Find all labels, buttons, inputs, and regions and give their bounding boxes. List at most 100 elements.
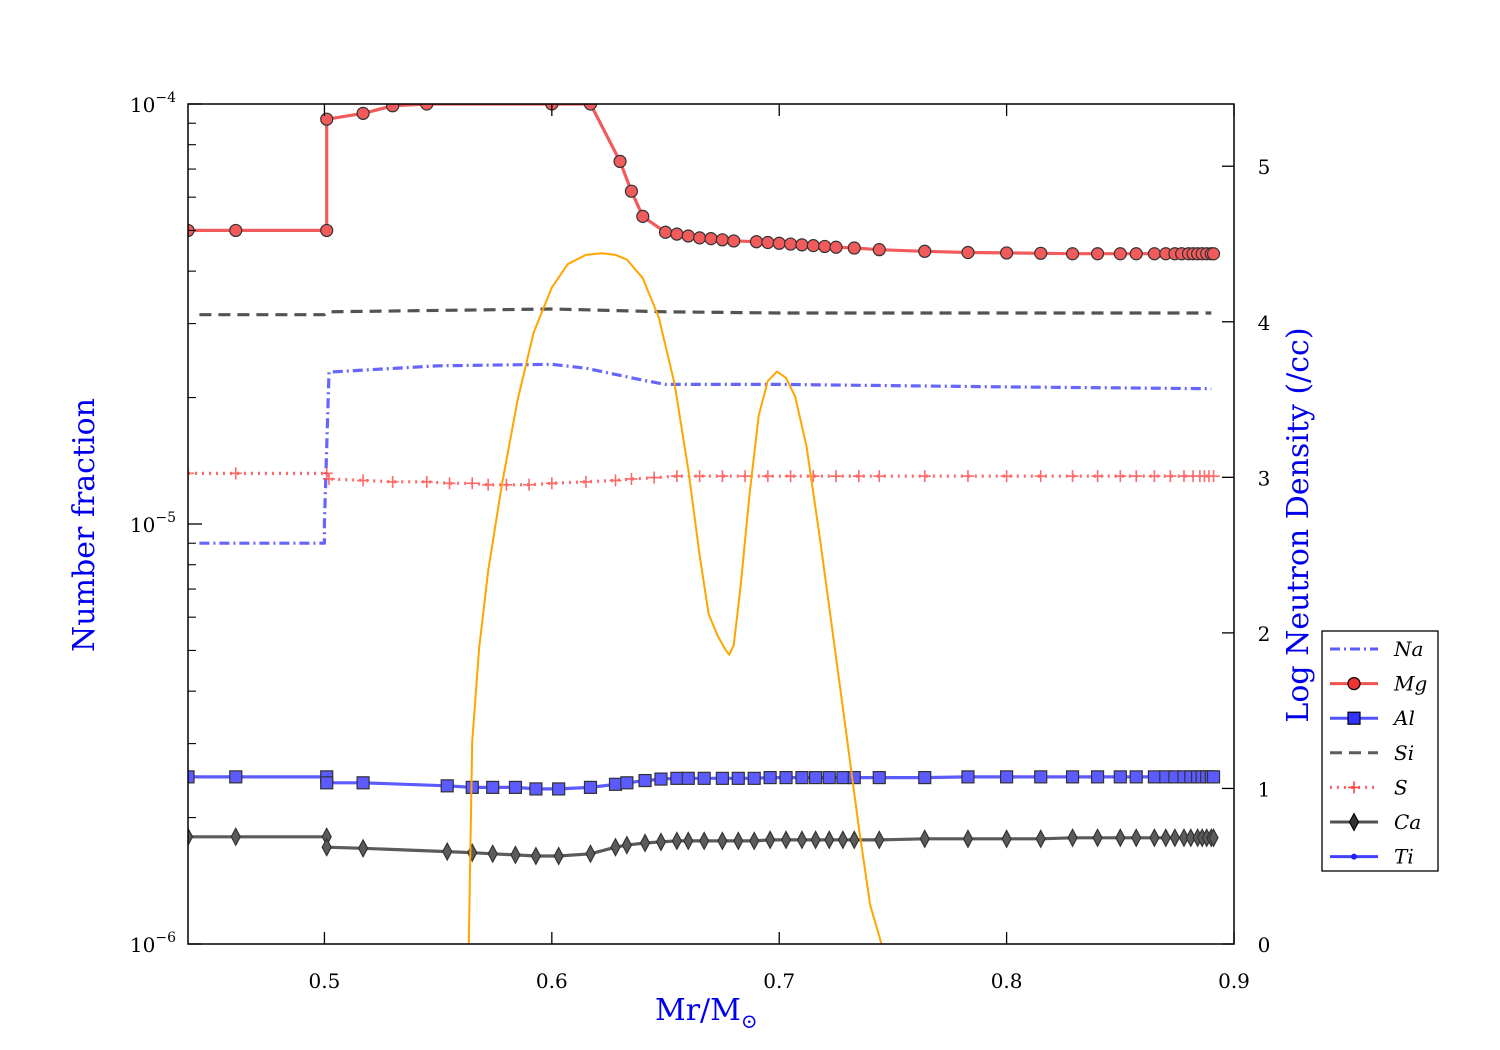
marker-square [697, 771, 711, 785]
marker-square [608, 777, 623, 791]
marker-diamond [733, 831, 744, 851]
tick-exponent: −4 [155, 90, 176, 106]
marker-diamond [1178, 828, 1190, 848]
marker-square [1147, 770, 1162, 784]
y-left-tick-label: 10−6 [130, 930, 176, 957]
marker-diamond [874, 830, 885, 850]
marker-circle [681, 229, 695, 243]
marker-plus [229, 467, 242, 480]
legend-entry-na: Na [1330, 637, 1423, 661]
marker-circle [847, 241, 861, 255]
marker-circle [772, 236, 786, 250]
marker-square [356, 776, 370, 790]
marker-circle [624, 184, 639, 198]
series-line [188, 471, 1214, 487]
marker-plus [693, 470, 706, 483]
marker-plus [670, 470, 683, 483]
marker-square [836, 770, 850, 785]
marker-circle [229, 223, 243, 238]
y-axis-left-title: Number fraction [67, 398, 102, 652]
legend-entry-si: Si [1330, 741, 1414, 765]
marker-square [747, 771, 761, 785]
legend-label: Na [1393, 637, 1423, 661]
marker-circle [386, 104, 400, 113]
marker-square [918, 770, 932, 785]
marker-diamond [487, 844, 498, 864]
marker-diamond [764, 830, 776, 850]
marker-plus [784, 470, 797, 483]
series-line [467, 252, 883, 944]
marker-square [229, 770, 243, 784]
marker-diamond [810, 830, 821, 850]
marker-circle [1129, 247, 1143, 261]
marker-square [681, 771, 695, 785]
y-left-tick-label: 10−4 [130, 90, 176, 117]
tick-base: 10 [130, 933, 155, 957]
marker-circle [420, 104, 434, 111]
marker-square [320, 776, 334, 790]
series-na [199, 362, 1212, 545]
marker-plus [961, 470, 974, 483]
marker-circle [658, 225, 673, 239]
marker-circle [356, 106, 370, 120]
marker-square [795, 770, 809, 785]
marker-square [1090, 770, 1105, 784]
marker-plus [386, 475, 399, 488]
legend: Na Mg Al Si S Ca Ti [1321, 630, 1439, 872]
legend-label: Mg [1393, 672, 1427, 696]
marker-plus [545, 477, 558, 490]
marker-diamond [1131, 828, 1142, 848]
marker-square [1065, 770, 1080, 784]
marker-diamond [585, 844, 596, 864]
marker-square [1113, 770, 1127, 784]
marker-plus [1164, 470, 1177, 483]
x-axis-title: Mr/M⊙ [655, 993, 758, 1033]
marker-plus [873, 470, 886, 483]
marker-square [670, 771, 684, 785]
marker-plus [1034, 470, 1047, 483]
marker-plus [357, 474, 370, 487]
marker-diamond [717, 831, 728, 851]
marker-diamond [1160, 828, 1171, 848]
marker-square [779, 770, 793, 785]
tick-exponent: −6 [155, 930, 176, 946]
marker-plus [739, 470, 752, 483]
marker-circle [961, 245, 975, 260]
marker-square [638, 773, 652, 788]
sun-symbol: ⊙ [741, 1009, 758, 1033]
marker-diamond [610, 837, 621, 857]
marker-diamond [749, 831, 760, 851]
marker-circle [806, 239, 820, 253]
marker-square [715, 771, 729, 785]
legend-entry-ti: Ti [1330, 845, 1414, 869]
marker-square [620, 776, 634, 790]
marker-plus [807, 470, 820, 483]
legend-entry-mg: Mg [1330, 672, 1427, 696]
marker-diamond [1067, 828, 1078, 848]
marker-square [440, 779, 454, 793]
legend-label: S [1394, 775, 1408, 799]
plot-frame [187, 103, 1235, 945]
marker-circle [1113, 247, 1127, 261]
marker-diamond [919, 829, 930, 849]
marker-circle [1000, 246, 1014, 260]
marker-diamond [1348, 812, 1360, 832]
marker-diamond [442, 841, 453, 862]
marker-circle [829, 240, 843, 254]
marker-diamond [962, 829, 974, 849]
legend-label: Si [1394, 741, 1414, 765]
legend-entry-s: S [1330, 775, 1408, 799]
marker-plus [625, 472, 638, 485]
tick-exponent: −5 [155, 510, 176, 526]
series-si [199, 307, 1212, 317]
marker-diamond [639, 833, 651, 853]
marker-plus [761, 470, 774, 483]
marker-square [1129, 770, 1143, 784]
marker-diamond [1169, 828, 1181, 848]
marker-circle [1090, 247, 1105, 261]
marker-circle [872, 243, 886, 257]
marker-plus [322, 472, 335, 485]
legend-entry-ca: Ca [1330, 810, 1421, 834]
legend-box [1321, 630, 1439, 872]
